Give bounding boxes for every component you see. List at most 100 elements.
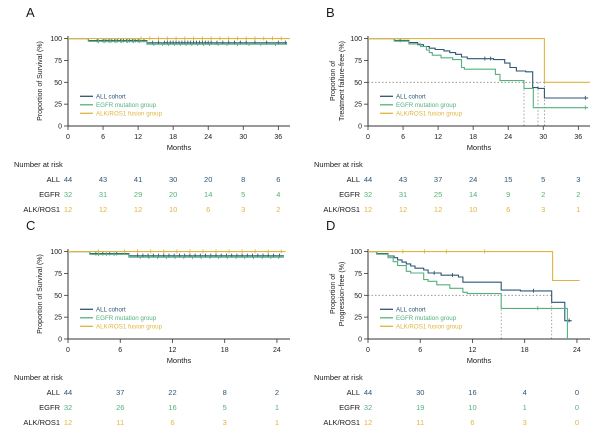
y-tick-label: 25	[54, 315, 62, 322]
risk-row: EGFR 32 31 29 20 14 5 4	[0, 189, 300, 200]
km-chart-d: 0 25 50 75 100 0 6 12 18 24 Months Proportion of Pro…	[330, 249, 590, 365]
y-tick-label: 25	[54, 102, 62, 109]
y-tick-label: 0	[358, 337, 362, 344]
legend-label: EGFR mutation group	[396, 102, 457, 109]
series-alk-ros1-fusion-group	[368, 38, 590, 83]
median-lines	[368, 81, 545, 126]
x-tick-label: 6	[418, 347, 422, 354]
risk-value: 0	[574, 403, 580, 412]
risk-value: 24	[468, 175, 478, 184]
x-tick-label: 30	[239, 134, 247, 141]
legend-label: EGFR mutation group	[96, 102, 157, 109]
risk-value: 19	[416, 403, 425, 412]
y-tick-label: 50	[354, 293, 362, 300]
risk-value: 32	[363, 403, 373, 412]
risk-value: 12	[363, 205, 373, 214]
risk-value: 16	[168, 403, 177, 412]
x-tick-label: 0	[66, 134, 70, 141]
x-tick-label: 6	[118, 347, 122, 354]
x-axis-title: Months	[167, 143, 192, 152]
axes: 0 25 50 75 100 0 6 12 18 24 Months	[50, 249, 290, 365]
y-tick-label: 100	[50, 249, 62, 256]
panel-label: A	[26, 5, 36, 20]
risk-value: 37	[116, 388, 125, 397]
x-tick-label: 12	[134, 134, 142, 141]
risk-row-label: ALK/ROS1	[23, 205, 60, 214]
y-tick-label: 0	[58, 337, 62, 344]
risk-value: 3	[241, 205, 246, 214]
risk-row-label: ALK/ROS1	[323, 418, 360, 425]
x-tick-label: 18	[469, 134, 477, 141]
risk-value: 11	[416, 418, 425, 425]
x-tick-label: 36	[574, 134, 582, 141]
series-alk-ros1-fusion-group	[368, 249, 580, 282]
y-axis-title: Progression-free (%)	[339, 262, 346, 327]
series-alk-ros1-fusion-group	[68, 249, 286, 254]
risk-value: 44	[363, 388, 373, 397]
legend-label: ALK/ROS1 fusion group	[396, 324, 463, 331]
x-tick-label: 12	[169, 347, 177, 354]
y-tick-label: 75	[354, 58, 362, 65]
series-all-cohort	[368, 251, 572, 323]
risk-value: 44	[363, 175, 373, 184]
risk-value: 0	[574, 418, 580, 425]
x-tick-label: 0	[366, 347, 370, 354]
risk-row-label: ALL	[46, 175, 60, 184]
y-tick-label: 75	[54, 58, 62, 65]
legend-label: ALL cohort	[396, 307, 426, 314]
risk-value: 29	[133, 190, 143, 199]
risk-row-label: EGFR	[339, 403, 360, 412]
risk-value: 22	[168, 388, 177, 397]
x-axis-title: Months	[167, 356, 192, 365]
risk-table-title: Number at risk	[314, 160, 363, 169]
x-tick-label: 6	[401, 134, 405, 141]
risk-value: 12	[63, 205, 73, 214]
risk-value: 14	[468, 190, 478, 199]
risk-row: ALK/ROS1 12 12 12 10 6 3 2	[0, 204, 300, 215]
risk-value: 20	[204, 175, 213, 184]
risk-value: 32	[63, 190, 73, 199]
risk-row-label: ALL	[46, 388, 60, 397]
risk-value: 3	[576, 175, 581, 184]
risk-row: ALL 44 30 16 4 0	[300, 387, 600, 398]
risk-value: 12	[433, 205, 443, 214]
risk-table: Number at risk ALL 44 30 16 4 0 EGFR 32 19 10 1 0 AL…	[300, 371, 600, 425]
series-alk-ros1-fusion-group	[68, 36, 290, 41]
y-axis-title: Proportion of	[330, 61, 337, 101]
risk-value: 2	[541, 190, 546, 199]
risk-value: 1	[274, 403, 280, 412]
risk-value: 2	[274, 388, 280, 397]
risk-row: ALL 44 43 41 30 20 8 6	[0, 174, 300, 185]
risk-value: 32	[63, 403, 73, 412]
series-egfr-mutation-group	[368, 251, 568, 339]
risk-value: 3	[222, 418, 227, 425]
risk-value: 8	[241, 175, 246, 184]
x-tick-label: 24	[573, 347, 581, 354]
x-tick-label: 24	[504, 134, 512, 141]
risk-value: 15	[504, 175, 513, 184]
risk-row-label: ALL	[346, 175, 360, 184]
risk-value: 12	[133, 205, 143, 214]
y-tick-label: 25	[354, 315, 362, 322]
risk-value: 1	[576, 205, 581, 214]
risk-row: EGFR 32 31 25 14 9 2 2	[300, 189, 600, 200]
risk-value: 4	[522, 388, 527, 397]
legend-label: ALL cohort	[396, 94, 426, 101]
risk-value: 14	[204, 190, 213, 199]
legend-label: EGFR mutation group	[396, 315, 457, 322]
risk-value: 41	[133, 175, 143, 184]
axes: 0 25 50 75 100 0 6 12 18 24 30 36 Months	[350, 36, 590, 152]
risk-table-title: Number at risk	[14, 160, 63, 169]
x-tick-label: 24	[204, 134, 212, 141]
risk-value: 30	[168, 175, 178, 184]
risk-value: 3	[541, 205, 546, 214]
panel-label: B	[326, 5, 336, 20]
risk-value: 44	[63, 388, 73, 397]
risk-row-label: ALK/ROS1	[323, 205, 360, 214]
risk-value: 11	[116, 418, 125, 425]
risk-value: 6	[170, 418, 175, 425]
risk-value: 8	[222, 388, 227, 397]
